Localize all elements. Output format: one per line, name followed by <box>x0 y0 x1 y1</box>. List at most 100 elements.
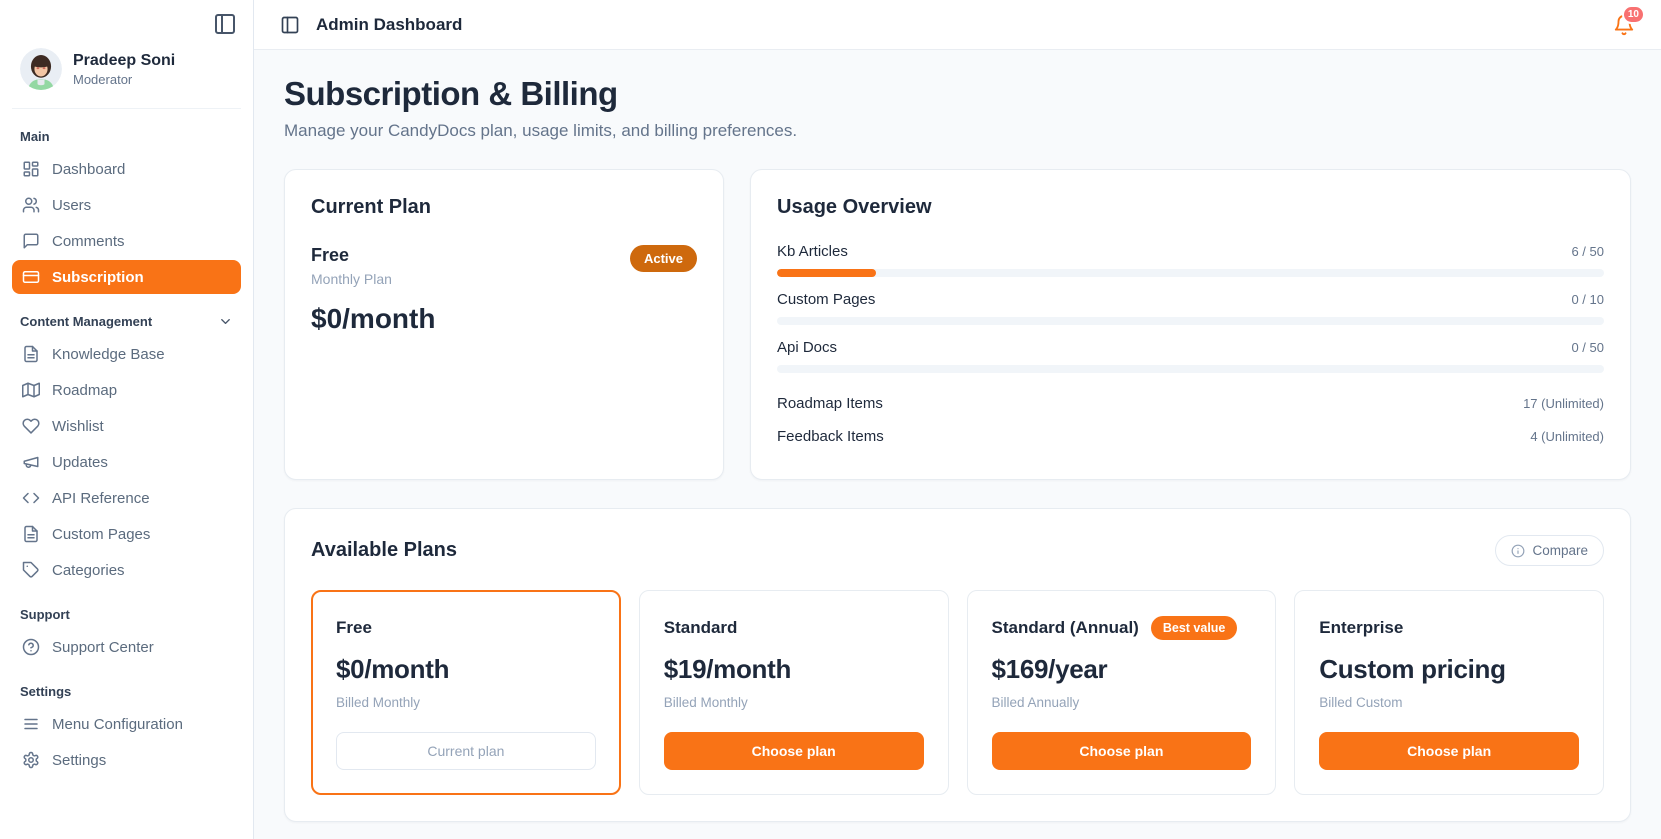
chevron-down-icon[interactable] <box>218 314 233 329</box>
meter-label: Custom Pages <box>777 291 876 308</box>
sidebar-toggle-button[interactable] <box>280 15 300 35</box>
available-plans-card: Available Plans Compare Free $0/month Bi… <box>284 508 1631 822</box>
choose-plan-button[interactable]: Choose plan <box>663 732 924 770</box>
stat-value: 4 (Unlimited) <box>1530 429 1604 444</box>
stat-label: Feedback Items <box>777 428 884 445</box>
help-circle-icon <box>22 638 40 656</box>
megaphone-icon <box>22 453 40 471</box>
heart-icon <box>22 417 40 435</box>
info-icon <box>1511 544 1525 558</box>
plan-card-enterprise: Enterprise Custom pricing Billed Custom … <box>1294 590 1604 795</box>
available-plans-title: Available Plans <box>311 539 457 561</box>
dashboard-grid-icon <box>22 160 40 178</box>
sidebar-item-support-center[interactable]: Support Center <box>12 630 241 664</box>
notification-count-badge: 10 <box>1621 4 1645 24</box>
sidebar-item-menu-configuration[interactable]: Menu Configuration <box>12 707 241 741</box>
plan-card-standard-annual: Standard (Annual) Best value $169/year B… <box>966 590 1277 795</box>
section-label-main: Main <box>20 129 50 144</box>
current-plan-button[interactable]: Current plan <box>336 732 596 770</box>
plan-price: $0/month <box>336 654 450 684</box>
plan-billing: Billed Annually <box>991 695 1080 710</box>
meter-label: Kb Articles <box>777 243 848 260</box>
users-icon <box>22 196 40 214</box>
summary-row: Current Plan Free Monthly Plan Active $0… <box>284 169 1631 480</box>
page-subtitle: Manage your CandyDocs plan, usage limits… <box>284 121 798 140</box>
sidebar-nav: Main Dashboard Users Comments Subscripti… <box>12 109 241 839</box>
usage-stat-roadmap-items: Roadmap Items 17 (Unlimited) <box>777 387 1604 420</box>
plan-price: $169/year <box>991 654 1108 684</box>
section-label-support: Support <box>20 607 70 622</box>
notifications-button[interactable]: 10 <box>1613 4 1645 36</box>
current-plan-name: Free <box>311 245 350 265</box>
user-name: Pradeep Soni <box>73 51 176 69</box>
main-column: Admin Dashboard 10 Subscription & Billin… <box>254 0 1661 839</box>
sidebar-item-dashboard[interactable]: Dashboard <box>12 152 241 186</box>
sidebar-item-api-reference[interactable]: API Reference <box>12 481 241 515</box>
sidebar-item-comments[interactable]: Comments <box>12 224 241 258</box>
plan-card-free: Free $0/month Billed Monthly Current pla… <box>311 590 621 795</box>
user-role: Moderator <box>73 72 133 88</box>
credit-card-icon <box>22 268 40 286</box>
choose-plan-button[interactable]: Choose plan <box>1319 732 1579 770</box>
usage-meter-custom-pages: Custom Pages 0 / 10 <box>777 291 1604 325</box>
stat-label: Roadmap Items <box>777 395 883 412</box>
available-plans-header: Available Plans Compare <box>311 535 1604 566</box>
choose-plan-button[interactable]: Choose plan <box>991 732 1252 770</box>
sidebar-item-wishlist[interactable]: Wishlist <box>12 409 241 443</box>
plan-card-standard: Standard $19/month Billed Monthly Choose… <box>638 590 949 795</box>
current-plan-title: Current Plan <box>311 196 432 218</box>
meter-value: 0 / 10 <box>1571 292 1604 307</box>
plans-grid: Free $0/month Billed Monthly Current pla… <box>311 590 1604 795</box>
tag-icon <box>22 561 40 579</box>
panel-left-icon <box>280 15 300 35</box>
sidebar-item-roadmap[interactable]: Roadmap <box>12 373 241 407</box>
meter-label: Api Docs <box>777 339 838 356</box>
plan-name: Standard <box>663 618 738 637</box>
menu-icon <box>22 715 40 733</box>
sidebar-item-categories[interactable]: Categories <box>12 553 241 587</box>
compare-button[interactable]: Compare <box>1495 535 1604 566</box>
best-value-badge: Best value <box>1150 616 1238 640</box>
top-bar: Admin Dashboard 10 <box>254 0 1661 50</box>
sidebar-item-users[interactable]: Users <box>12 188 241 222</box>
page-title: Subscription & Billing <box>284 75 618 112</box>
section-label-settings: Settings <box>20 684 72 699</box>
user-info: Pradeep Soni Moderator <box>73 51 175 87</box>
sidebar-collapse-button[interactable] <box>213 12 237 36</box>
current-plan-card: Current Plan Free Monthly Plan Active $0… <box>284 169 724 480</box>
meter-value: 6 / 50 <box>1571 244 1604 259</box>
plan-price: Custom pricing <box>1319 654 1506 684</box>
stat-value: 17 (Unlimited) <box>1523 396 1604 411</box>
current-plan-price: $0/month <box>311 303 436 334</box>
user-profile[interactable]: Pradeep Soni Moderator <box>12 38 241 109</box>
file-text-icon <box>22 345 40 363</box>
usage-overview-title: Usage Overview <box>777 196 932 218</box>
panel-left-icon <box>213 12 237 36</box>
sidebar-item-custom-pages[interactable]: Custom Pages <box>12 517 241 551</box>
section-label-content-management[interactable]: Content Management <box>20 314 233 329</box>
usage-overview-card: Usage Overview Kb Articles 6 / 50 Custom… <box>750 169 1631 480</box>
status-badge: Active <box>629 245 697 272</box>
page-content: Subscription & Billing Manage your Candy… <box>254 50 1661 839</box>
plan-billing: Billed Monthly <box>336 695 421 710</box>
message-square-icon <box>22 232 40 250</box>
plan-billing: Billed Monthly <box>663 695 748 710</box>
current-plan-cycle: Monthly Plan <box>311 271 392 287</box>
sidebar-item-knowledge-base[interactable]: Knowledge Base <box>12 337 241 371</box>
map-icon <box>22 381 40 399</box>
sidebar-item-updates[interactable]: Updates <box>12 445 241 479</box>
file-text-icon <box>22 525 40 543</box>
sidebar-item-settings[interactable]: Settings <box>12 743 241 777</box>
usage-meter-kb-articles: Kb Articles 6 / 50 <box>777 243 1604 277</box>
progress-fill <box>777 269 877 277</box>
avatar <box>20 48 62 90</box>
sidebar-item-subscription[interactable]: Subscription <box>12 260 241 294</box>
plan-name: Standard (Annual) <box>991 618 1139 637</box>
meter-value: 0 / 50 <box>1571 340 1604 355</box>
usage-stat-feedback-items: Feedback Items 4 (Unlimited) <box>777 420 1604 453</box>
progress-track <box>777 365 1604 373</box>
app-title: Admin Dashboard <box>316 14 463 34</box>
current-plan-line: Free Monthly Plan Active <box>311 245 697 287</box>
code-icon <box>22 489 40 507</box>
gear-icon <box>22 751 40 769</box>
